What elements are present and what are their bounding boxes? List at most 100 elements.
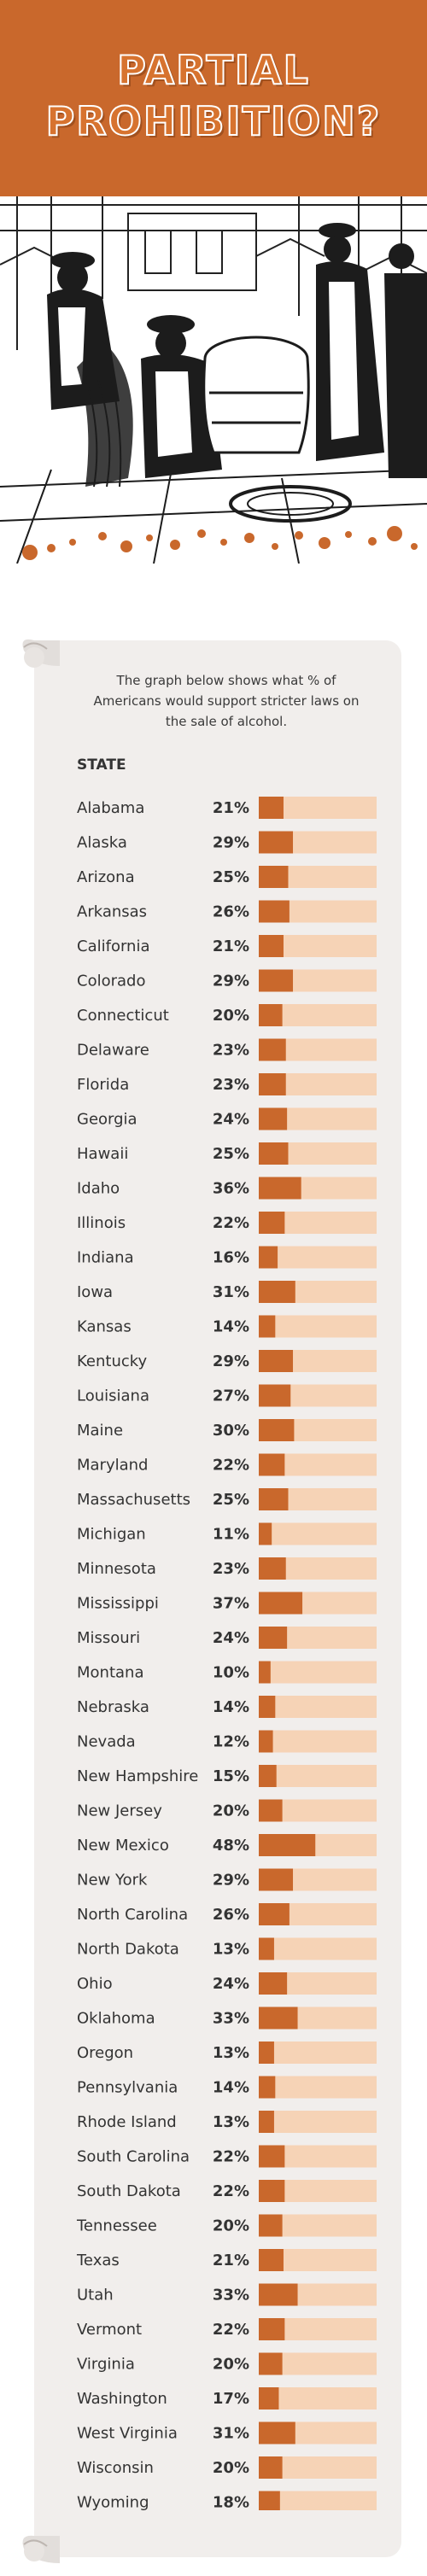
chart-row: North Carolina 26% bbox=[77, 1903, 377, 1925]
bar-fill bbox=[259, 1522, 272, 1545]
value-label: 48% bbox=[213, 1837, 249, 1855]
bar-fill bbox=[259, 866, 289, 888]
bar-track bbox=[259, 1765, 377, 1787]
bar-fill bbox=[259, 2387, 279, 2410]
bar-fill bbox=[259, 935, 284, 957]
value-label: 30% bbox=[213, 1422, 249, 1440]
state-label: Tennessee bbox=[76, 2217, 157, 2235]
state-label: Kentucky bbox=[77, 1352, 148, 1370]
chart-row: Massachusetts 25% bbox=[77, 1488, 377, 1510]
bar-fill bbox=[259, 1177, 301, 1200]
chart-row: Virginia 20% bbox=[77, 2352, 377, 2375]
value-label: 29% bbox=[213, 1872, 249, 1890]
bar-fill bbox=[259, 2249, 284, 2271]
chart-row: Florida 23% bbox=[77, 1073, 377, 1095]
value-label: 11% bbox=[213, 1526, 249, 1544]
bar-track bbox=[259, 1730, 377, 1753]
value-label: 13% bbox=[213, 2044, 249, 2062]
chart-row: South Carolina 22% bbox=[77, 2145, 377, 2168]
state-label: Missouri bbox=[77, 1629, 140, 1647]
state-label: Montana bbox=[77, 1664, 143, 1682]
chart-row: Mississippi 37% bbox=[77, 1592, 377, 1615]
value-label: 13% bbox=[213, 1941, 249, 1959]
bar-fill bbox=[259, 969, 294, 992]
state-label: Connecticut bbox=[77, 1007, 169, 1025]
state-label: Louisiana bbox=[77, 1387, 149, 1405]
chart-row: Vermont 22% bbox=[77, 2318, 377, 2340]
bar-fill bbox=[259, 2421, 295, 2445]
state-label: Illinois bbox=[77, 1214, 126, 1232]
bar-fill bbox=[259, 1453, 285, 1476]
state-label: Hawaii bbox=[77, 1145, 128, 1163]
state-label: South Carolina bbox=[77, 2148, 190, 2166]
state-label: Minnesota bbox=[77, 1560, 156, 1578]
value-label: 20% bbox=[213, 1802, 249, 1820]
chart-row: Michigan 11% bbox=[77, 1522, 377, 1545]
bar-fill bbox=[259, 1142, 289, 1165]
chart-row: Illinois 22% bbox=[77, 1212, 377, 1234]
value-label: 20% bbox=[213, 2459, 249, 2477]
state-label: Washington bbox=[77, 2390, 167, 2408]
state-label: Kansas bbox=[77, 1318, 132, 1336]
bar-fill bbox=[259, 1730, 273, 1753]
bar-fill bbox=[259, 1419, 295, 1441]
value-label: 24% bbox=[213, 1975, 249, 1993]
value-label: 29% bbox=[213, 1352, 249, 1370]
value-label: 36% bbox=[213, 1180, 249, 1198]
chart-row: Indiana 16% bbox=[77, 1246, 377, 1269]
chart-row: Texas 21% bbox=[76, 2249, 377, 2271]
bar-track bbox=[259, 1937, 377, 1960]
state-label: Georgia bbox=[77, 1111, 137, 1129]
chart-row: Ohio 24% bbox=[77, 1972, 377, 1995]
value-label: 25% bbox=[213, 1491, 249, 1509]
state-label: Pennsylvania bbox=[77, 2079, 178, 2097]
bar-fill bbox=[259, 1246, 278, 1269]
value-label: 13% bbox=[213, 2113, 249, 2131]
bar-fill bbox=[259, 1281, 295, 1303]
value-label: 21% bbox=[213, 938, 249, 955]
state-label: Nevada bbox=[77, 1733, 136, 1751]
chart-row: Nevada 12% bbox=[77, 1730, 377, 1753]
state-label: New York bbox=[77, 1872, 148, 1890]
bar-track bbox=[259, 1246, 377, 1269]
value-label: 26% bbox=[213, 903, 249, 921]
value-label: 24% bbox=[213, 1629, 249, 1647]
chart-row: New Hampshire 15% bbox=[77, 1765, 377, 1787]
state-label: North Carolina bbox=[77, 1906, 188, 1924]
state-label: New Mexico bbox=[77, 1837, 169, 1855]
chart-row: Maine 30% bbox=[77, 1419, 377, 1441]
value-label: 21% bbox=[213, 799, 249, 817]
bar-fill bbox=[259, 1765, 277, 1787]
value-label: 12% bbox=[213, 1733, 249, 1751]
state-label: West Virginia bbox=[77, 2425, 178, 2443]
state-label: Idaho bbox=[77, 1180, 120, 1198]
bar-fill bbox=[259, 2318, 285, 2340]
state-label: California bbox=[77, 938, 149, 955]
chart-row: Montana 10% bbox=[77, 1661, 377, 1684]
state-label: Iowa bbox=[77, 1283, 113, 1301]
state-label: Utah bbox=[77, 2287, 114, 2304]
state-label: Arkansas bbox=[77, 903, 147, 921]
chart-row: Alabama 21% bbox=[77, 797, 377, 819]
chart-row: Hawaii 25% bbox=[77, 1142, 377, 1165]
value-label: 33% bbox=[213, 2010, 249, 2028]
bar-track bbox=[259, 1661, 377, 1684]
value-label: 29% bbox=[213, 834, 249, 852]
header-banner: PARTIAL PROHIBITION? bbox=[0, 0, 427, 196]
bar-track bbox=[259, 2042, 377, 2064]
chart-row: Utah 33% bbox=[77, 2283, 377, 2306]
bar-track bbox=[259, 1522, 377, 1545]
bar-fill bbox=[259, 1834, 316, 1856]
value-label: 15% bbox=[213, 1767, 249, 1785]
bar-fill bbox=[259, 2076, 276, 2099]
state-label: Wisconsin bbox=[77, 2459, 154, 2477]
bar-fill bbox=[259, 797, 284, 819]
value-label: 10% bbox=[213, 1664, 249, 1682]
bar-fill bbox=[259, 1972, 288, 1995]
column-header-state: STATE bbox=[77, 756, 126, 774]
chart-row: Kentucky 29% bbox=[77, 1350, 377, 1372]
value-label: 37% bbox=[213, 1595, 249, 1613]
bar-fill bbox=[259, 1315, 276, 1338]
state-label: Michigan bbox=[77, 1526, 146, 1544]
state-label: Oregon bbox=[77, 2044, 133, 2062]
